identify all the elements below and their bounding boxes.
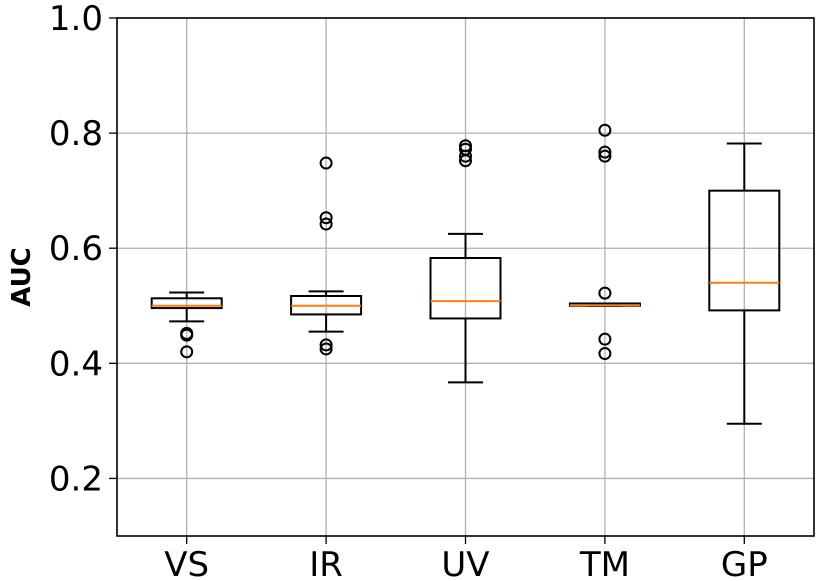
y-tick-label: 0.6 (49, 229, 103, 269)
box-group-tm (568, 123, 641, 361)
y-tick-label: 1.0 (49, 0, 103, 39)
outlier-point (459, 154, 472, 168)
x-tick-label: UV (441, 545, 489, 581)
x-tick-label: VS (164, 545, 209, 581)
outlier-point (598, 332, 612, 346)
outlier-point (459, 149, 472, 163)
outlier-point (319, 342, 333, 356)
outlier-point (598, 149, 612, 163)
outlier-point (598, 145, 612, 159)
iqr-box (150, 297, 223, 310)
y-axis-label: AUC (7, 247, 37, 307)
x-axis-ticks: VS IR UV TM GP (164, 536, 768, 581)
box-group-uv (429, 139, 502, 384)
x-tick-label: TM (579, 545, 630, 581)
y-tick-label: 0.2 (49, 459, 103, 499)
box-group-vs (150, 291, 223, 359)
outlier-point (180, 328, 194, 342)
y-tick-label: 0.8 (49, 114, 103, 154)
outlier-point (598, 347, 612, 361)
x-tick-label: GP (721, 545, 768, 581)
x-tick-label: IR (309, 545, 343, 581)
box-plots (150, 123, 781, 425)
outlier-point (598, 123, 612, 137)
iqr-box (429, 257, 502, 320)
outlier-point (319, 211, 333, 225)
outlier-point (319, 338, 333, 352)
box-group-ir (290, 156, 363, 356)
outlier-point (598, 286, 612, 300)
outlier-point (180, 345, 194, 359)
y-tick-label: 0.4 (49, 344, 103, 384)
box-group-gp (708, 142, 781, 425)
y-axis-ticks: 0.2 0.4 0.6 0.8 1.0 (49, 0, 117, 499)
iqr-box (708, 189, 781, 312)
outlier-point (319, 156, 333, 170)
outlier-point (319, 217, 333, 231)
